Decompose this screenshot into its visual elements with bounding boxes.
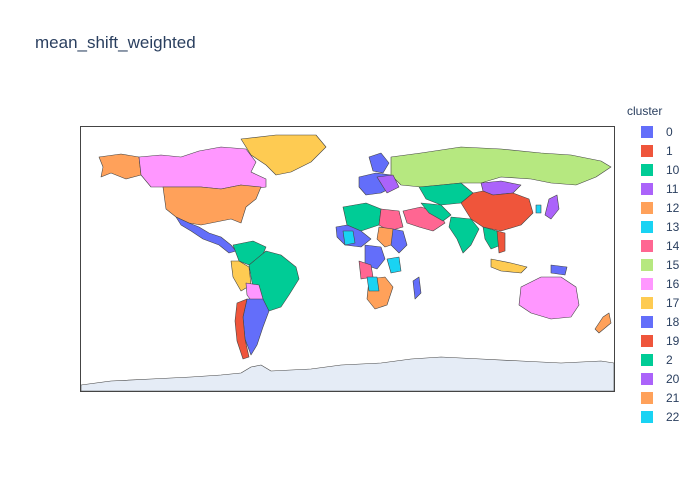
legend-swatch [641, 220, 653, 233]
region-new-zealand [594, 312, 612, 334]
legend-label: 1 [666, 143, 673, 158]
legend-swatch [641, 182, 653, 195]
legend-swatch [641, 296, 653, 309]
region-indonesia [490, 258, 528, 274]
legend-label: 2 [666, 352, 673, 367]
legend: cluster 0 1 10 11 12 13 14 15 16 17 18 19 2 20 21 22 [627, 104, 697, 426]
legend-swatch [641, 144, 653, 157]
legend-item[interactable]: 2 [627, 350, 697, 369]
region-australia [518, 276, 580, 320]
chart-title: mean_shift_weighted [35, 33, 196, 52]
legend-label: 16 [666, 276, 680, 291]
legend-label: 15 [666, 257, 680, 272]
legend-swatch [641, 125, 653, 138]
legend-item[interactable]: 20 [627, 369, 697, 388]
legend-item[interactable]: 16 [627, 274, 697, 293]
region-korea [535, 204, 542, 214]
region-egypt [378, 208, 404, 232]
region-se-asia [482, 226, 502, 250]
legend-swatch [641, 353, 653, 366]
legend-item[interactable]: 11 [627, 179, 697, 198]
region-botswana [366, 276, 380, 292]
region-antarctica [81, 356, 614, 391]
legend-label: 13 [666, 219, 680, 234]
legend-swatch [641, 239, 653, 252]
legend-label: 14 [666, 238, 680, 253]
region-india [448, 216, 480, 254]
legend-swatch [641, 163, 653, 176]
legend-item[interactable]: 10 [627, 160, 697, 179]
region-chile [234, 298, 250, 360]
legend-item[interactable]: 14 [627, 236, 697, 255]
legend-title: cluster [627, 104, 663, 118]
region-canada [138, 146, 267, 190]
legend-swatch [641, 391, 653, 404]
map-canvas [81, 134, 614, 391]
region-scandinavia [368, 152, 390, 174]
legend-item[interactable]: 18 [627, 312, 697, 331]
legend-label: 18 [666, 314, 680, 329]
legend-label: 11 [666, 181, 679, 196]
region-iran [420, 202, 452, 222]
legend-item[interactable]: 21 [627, 388, 697, 407]
legend-swatch [641, 334, 653, 347]
legend-item[interactable]: 1 [627, 141, 697, 160]
world-map[interactable] [80, 126, 615, 392]
legend-label: 0 [666, 124, 673, 139]
region-vietnam [496, 230, 506, 254]
legend-label: 12 [666, 200, 680, 215]
region-greenland [240, 134, 327, 176]
region-europe-east [376, 174, 400, 194]
region-china [460, 190, 534, 232]
legend-item[interactable]: 22 [627, 407, 697, 426]
region-congo [364, 244, 386, 270]
legend-item[interactable]: 13 [627, 217, 697, 236]
legend-label: 20 [666, 371, 680, 386]
region-alaska [98, 153, 142, 180]
legend-swatch [641, 258, 653, 271]
region-east-africa [390, 228, 408, 254]
region-papua [550, 264, 568, 276]
legend-item[interactable]: 12 [627, 198, 697, 217]
legend-swatch [641, 410, 653, 423]
legend-item[interactable]: 0 [627, 122, 697, 141]
legend-label: 19 [666, 333, 680, 348]
region-tanzania [386, 256, 402, 274]
legend-item[interactable]: 15 [627, 255, 697, 274]
legend-swatch [641, 277, 653, 290]
legend-label: 21 [666, 390, 680, 405]
legend-items: 0 1 10 11 12 13 14 15 16 17 18 19 2 20 21 22 [627, 122, 697, 426]
legend-item[interactable]: 19 [627, 331, 697, 350]
region-central-africa-west [342, 230, 356, 246]
legend-label: 22 [666, 409, 680, 424]
legend-label: 17 [666, 295, 680, 310]
legend-item[interactable]: 17 [627, 293, 697, 312]
region-madagascar [412, 276, 422, 300]
legend-swatch [641, 315, 653, 328]
region-japan [544, 194, 560, 220]
legend-label: 10 [666, 162, 680, 177]
legend-swatch [641, 372, 653, 385]
legend-swatch [641, 201, 653, 214]
